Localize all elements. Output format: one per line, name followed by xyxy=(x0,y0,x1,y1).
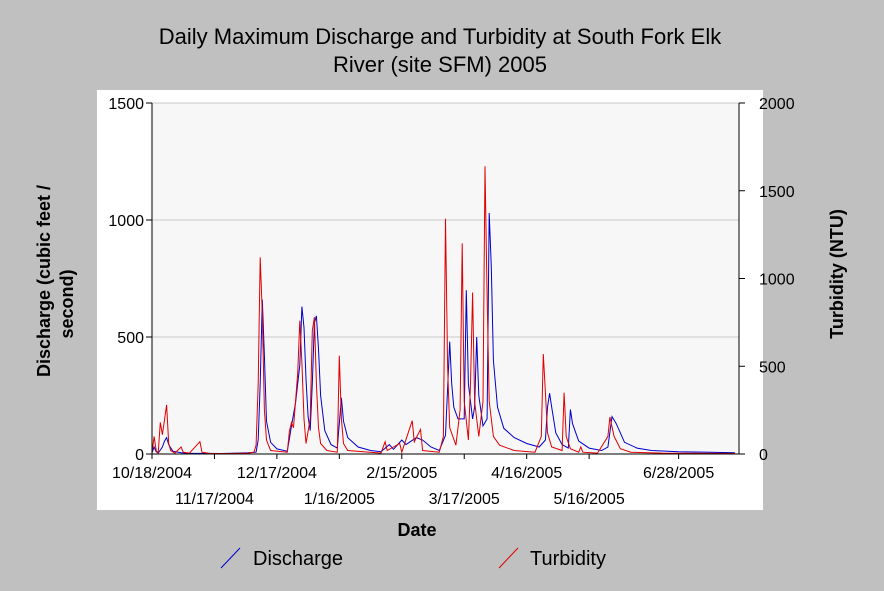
left-axis-tick-label: 1000 xyxy=(108,213,144,230)
chart-title-line-1: Daily Maximum Discharge and Turbidity at… xyxy=(159,24,722,49)
right-axis-tick-label: 0 xyxy=(759,447,768,464)
legend-turbidity-label: Turbidity xyxy=(530,548,606,570)
x-axis-tick-label: 2/15/2005 xyxy=(366,465,437,482)
series-line-discharge xyxy=(151,212,735,455)
right-axis-tick-label: 500 xyxy=(759,359,786,376)
left-axis-title-line-1: Discharge (cubic feet / xyxy=(34,185,54,377)
tick-labels: 0 500 1000 1500 0 500 1000 1500 2000 10/18/2004 12… xyxy=(108,96,794,508)
left-axis-tick-label: 500 xyxy=(117,330,144,347)
legend-discharge-label: Discharge xyxy=(253,548,343,570)
left-axis-tick-label: 0 xyxy=(135,447,144,464)
x-axis-tick-label: 12/17/2004 xyxy=(237,465,317,482)
x-axis-title: Date xyxy=(397,520,436,540)
right-axis-tick-label: 1500 xyxy=(759,184,795,201)
chart-title-line-2: River (site SFM) 2005 xyxy=(333,52,547,77)
left-axis-tick-label: 1500 xyxy=(108,96,144,113)
right-axis-tick-label: 2000 xyxy=(759,96,795,113)
x-axis-tick-label: 5/16/2005 xyxy=(554,491,625,508)
x-axis-tick-label: 6/28/2005 xyxy=(643,465,714,482)
axes xyxy=(146,102,745,459)
x-axis-tick-label: 3/17/2005 xyxy=(429,491,500,508)
legend-discharge-swatch xyxy=(220,547,241,569)
x-axis-tick-label: 1/16/2005 xyxy=(304,491,375,508)
x-axis-tick-label: 10/18/2004 xyxy=(112,465,192,482)
left-axis-title-line-2: second) xyxy=(57,269,77,338)
x-axis-tick-label: 11/17/2004 xyxy=(175,491,254,508)
series-layer xyxy=(151,166,735,455)
x-axis-tick-label: 4/16/2005 xyxy=(491,465,562,482)
legend-turbidity-swatch xyxy=(498,547,519,569)
right-axis-title: Turbidity (NTU) xyxy=(827,209,847,339)
right-axis-tick-label: 1000 xyxy=(759,272,795,289)
plot-area xyxy=(152,103,739,454)
series-line-turbidity xyxy=(151,166,735,455)
legend: Discharge Turbidity xyxy=(220,547,606,570)
